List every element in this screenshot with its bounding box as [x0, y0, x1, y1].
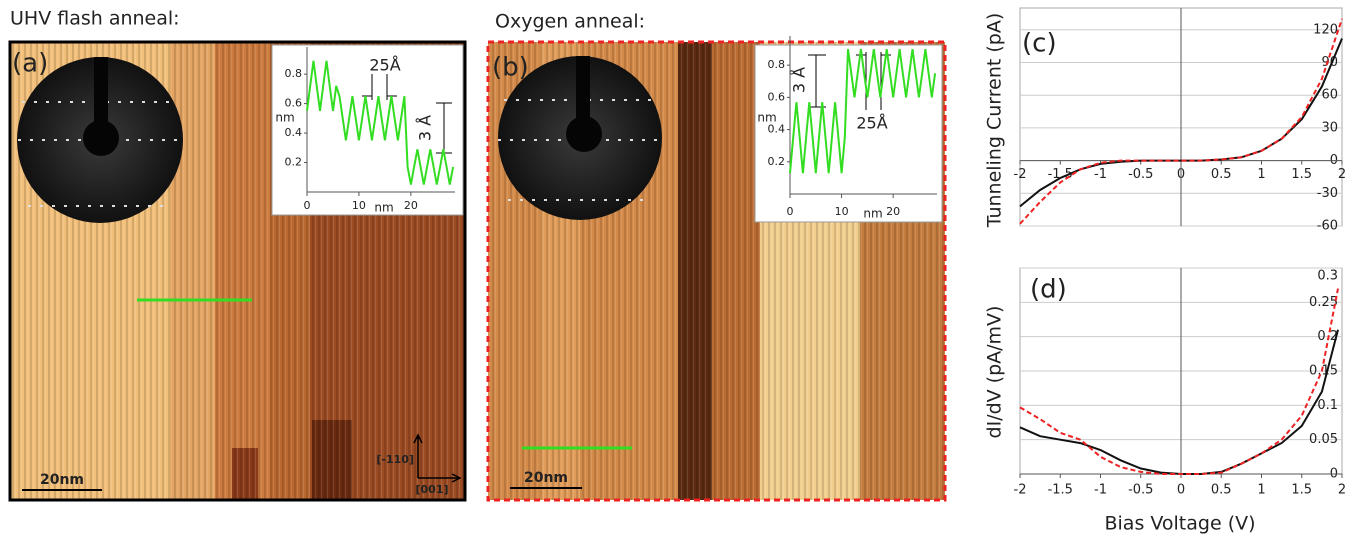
- data-line: [1019, 329, 1339, 475]
- x-tick-label: -1.5: [1048, 483, 1073, 498]
- x-tick-label: -1: [1094, 483, 1107, 498]
- x-tick-label: 1: [1257, 483, 1265, 498]
- leed-pattern-a: [17, 57, 183, 223]
- panel-title: Oxygen anneal:: [495, 11, 645, 33]
- stm-image-b: [486, 40, 947, 502]
- y-tick-label: 0.6: [768, 90, 786, 103]
- y-tick-label: 0.15: [1309, 364, 1338, 379]
- annotation: 3 Å: [790, 67, 809, 93]
- data-line: [1019, 18, 1343, 225]
- y-tick-label: 0.2: [768, 155, 786, 168]
- annotation: 3 Å: [416, 115, 435, 141]
- y-axis-label: nm: [275, 111, 294, 125]
- y-tick-label: 0.8: [768, 58, 786, 71]
- x-tick-label: 0: [304, 199, 311, 212]
- leed-pattern-b: [498, 56, 662, 220]
- x-tick-label: 2: [1338, 167, 1346, 182]
- x-axis-label: nm: [374, 201, 393, 215]
- scale-bar-label: 20nm: [524, 470, 568, 486]
- inset-box-b: [754, 44, 943, 223]
- x-tick-label: -1: [1094, 167, 1107, 182]
- x-tick-label: 2: [1338, 483, 1346, 498]
- y-tick-label: 60: [1321, 88, 1338, 103]
- y-tick-label: -30: [1317, 186, 1338, 201]
- y-tick-label: 0.3: [1317, 269, 1338, 284]
- y-axis-label: dI/dV (pA/mV): [984, 306, 1006, 439]
- x-tick-label: -0.5: [1128, 483, 1153, 498]
- y-tick-label: 0.4: [768, 123, 786, 136]
- panel-label: (a): [12, 49, 48, 79]
- y-tick-label: 0.25: [1309, 295, 1338, 310]
- direction-label: [-110]: [376, 453, 414, 466]
- inset-box-a: [271, 44, 464, 216]
- y-axis-label: Tunneling Current (pA): [984, 13, 1006, 229]
- x-axis-label: Bias Voltage (V): [1104, 513, 1255, 535]
- direction-label: [001]: [415, 483, 448, 496]
- scale-bar-label: 20nm: [40, 472, 84, 488]
- x-tick-label: 20: [886, 205, 900, 218]
- x-tick-label: 10: [352, 199, 366, 212]
- x-tick-label: 0: [787, 205, 794, 218]
- y-axis-label: nm: [757, 111, 776, 125]
- y-tick-label: -60: [1317, 219, 1338, 234]
- x-tick-label: -2: [1014, 167, 1027, 182]
- y-tick-label: 0.4: [285, 126, 303, 139]
- annotation: 25Å: [856, 114, 887, 133]
- dimension-line: [362, 74, 397, 100]
- data-line: [789, 48, 937, 174]
- y-tick-label: 30: [1321, 120, 1338, 135]
- y-tick-label: 0.1: [1317, 398, 1338, 413]
- x-tick-label: 0: [1177, 483, 1185, 498]
- panel-title: UHV flash anneal:: [10, 8, 180, 30]
- y-tick-label: 0.05: [1309, 432, 1338, 447]
- y-tick-label: 0.6: [285, 97, 303, 110]
- x-tick-label: 0.5: [1211, 167, 1232, 182]
- data-line: [1019, 288, 1339, 475]
- panel-label: (b): [492, 53, 529, 83]
- panel-label: (c): [1022, 29, 1057, 59]
- x-tick-label: 1: [1257, 167, 1265, 182]
- data-line: [306, 60, 455, 185]
- x-tick-label: 10: [835, 205, 849, 218]
- annotation: 25Å: [369, 56, 400, 75]
- x-tick-label: 0.5: [1211, 483, 1232, 498]
- x-tick-label: 20: [404, 199, 418, 212]
- x-tick-label: -2: [1014, 483, 1027, 498]
- x-axis-label: nm: [863, 207, 882, 221]
- x-tick-label: 1.5: [1291, 483, 1312, 498]
- x-tick-label: -0.5: [1128, 167, 1153, 182]
- y-tick-label: 0.8: [285, 67, 303, 80]
- y-tick-label: 0.2: [285, 156, 303, 169]
- panel-label: (d): [1030, 275, 1067, 305]
- direction-arrows: [413, 433, 462, 483]
- y-tick-label: 120: [1313, 22, 1338, 37]
- x-tick-label: 1.5: [1291, 167, 1312, 182]
